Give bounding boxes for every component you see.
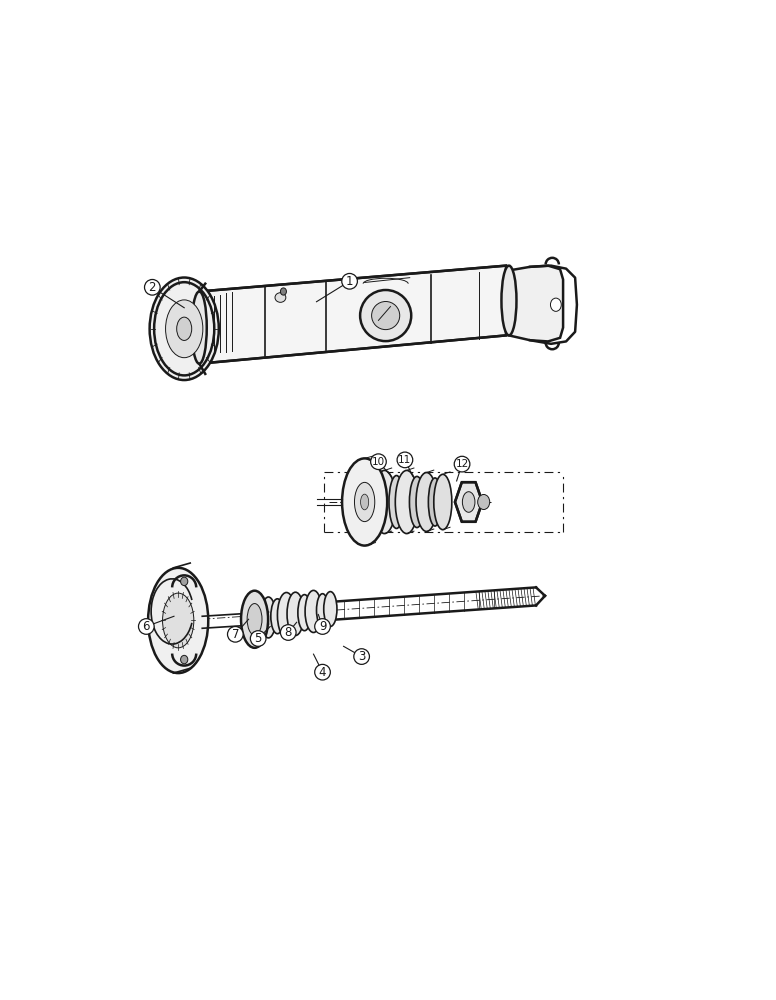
Text: 4: 4 <box>319 666 326 679</box>
Ellipse shape <box>372 302 400 330</box>
Circle shape <box>280 625 296 640</box>
Text: 5: 5 <box>255 632 262 645</box>
Ellipse shape <box>550 298 561 311</box>
Ellipse shape <box>305 590 322 632</box>
Ellipse shape <box>177 317 192 340</box>
Text: 9: 9 <box>319 620 326 633</box>
Ellipse shape <box>148 568 208 673</box>
Ellipse shape <box>280 288 286 295</box>
Ellipse shape <box>360 290 411 341</box>
Text: 10: 10 <box>372 457 385 467</box>
Circle shape <box>138 619 154 634</box>
Ellipse shape <box>501 266 517 335</box>
Ellipse shape <box>416 473 437 531</box>
Ellipse shape <box>261 597 276 638</box>
Polygon shape <box>509 266 563 341</box>
Circle shape <box>315 619 331 634</box>
Circle shape <box>371 454 386 470</box>
Ellipse shape <box>434 474 452 530</box>
Ellipse shape <box>317 594 328 627</box>
Ellipse shape <box>410 476 424 528</box>
Ellipse shape <box>162 593 194 648</box>
Circle shape <box>397 452 413 468</box>
Ellipse shape <box>389 476 404 528</box>
Ellipse shape <box>298 595 311 631</box>
Ellipse shape <box>395 470 418 534</box>
Ellipse shape <box>478 494 490 510</box>
Ellipse shape <box>275 293 286 302</box>
Ellipse shape <box>287 592 304 636</box>
Ellipse shape <box>361 494 369 510</box>
Ellipse shape <box>462 492 475 512</box>
Text: 8: 8 <box>285 626 292 639</box>
Text: 11: 11 <box>398 455 411 465</box>
Ellipse shape <box>181 655 188 664</box>
Circle shape <box>227 626 243 642</box>
Polygon shape <box>455 482 483 522</box>
Circle shape <box>251 631 266 646</box>
Ellipse shape <box>342 458 387 546</box>
Circle shape <box>315 664 331 680</box>
Circle shape <box>341 273 358 289</box>
Text: 3: 3 <box>358 650 365 663</box>
Circle shape <box>454 456 469 472</box>
Polygon shape <box>199 266 506 364</box>
Text: 7: 7 <box>231 628 239 641</box>
Circle shape <box>354 649 369 664</box>
Ellipse shape <box>247 604 262 635</box>
Text: 2: 2 <box>148 281 156 294</box>
Ellipse shape <box>324 592 337 626</box>
Ellipse shape <box>373 470 396 534</box>
Text: 6: 6 <box>143 620 150 633</box>
Ellipse shape <box>355 482 375 522</box>
Circle shape <box>144 279 160 295</box>
Text: 1: 1 <box>346 275 353 288</box>
Ellipse shape <box>181 577 188 586</box>
Ellipse shape <box>192 292 206 364</box>
Ellipse shape <box>428 478 442 526</box>
Ellipse shape <box>165 300 203 358</box>
Ellipse shape <box>150 278 219 380</box>
Ellipse shape <box>241 591 268 648</box>
Ellipse shape <box>271 599 284 634</box>
Text: 12: 12 <box>456 459 469 469</box>
Ellipse shape <box>278 593 296 638</box>
